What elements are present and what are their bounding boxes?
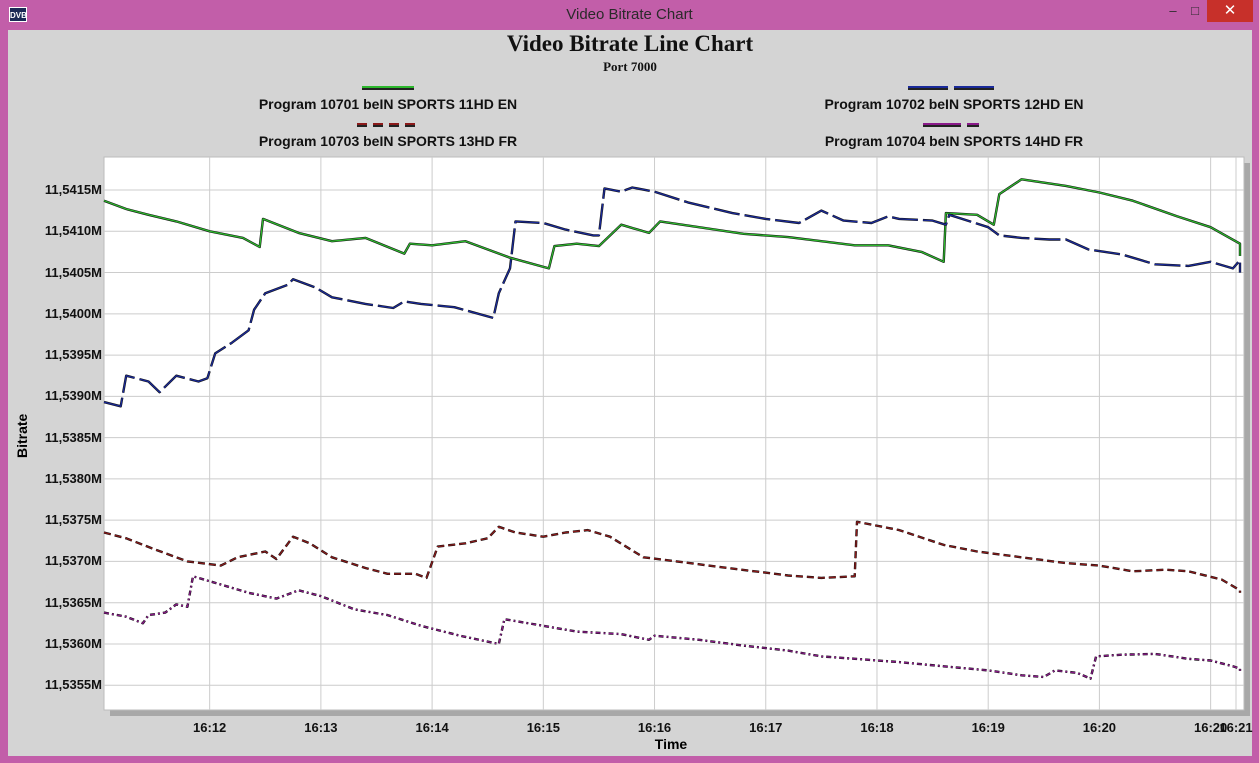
y-tick-label: 11,5400M <box>44 305 102 321</box>
y-tick-label: 11,5380M <box>44 470 102 486</box>
y-tick-label: 11,5365M <box>44 594 102 610</box>
window-titlebar[interactable]: DVB Video Bitrate Chart – □ ✕ <box>0 0 1259 30</box>
y-tick-label: 11,5360M <box>44 635 102 651</box>
y-tick-label: 11,5405M <box>44 264 102 280</box>
series-line <box>103 178 1241 270</box>
x-tick-label: 16:12 <box>193 720 227 735</box>
chart-title: Video Bitrate Line Chart <box>506 31 754 56</box>
legend-swatch-10704 <box>923 123 985 127</box>
legend-item-10702[interactable]: Program 10702 beIN SPORTS 12HD EN <box>694 85 1214 112</box>
legend-item-10701[interactable]: Program 10701 beIN SPORTS 11HD EN <box>128 85 648 112</box>
y-tick-label: 11,5415M <box>44 182 102 197</box>
legend-label-10703: Program 10703 beIN SPORTS 13HD FR <box>258 133 518 149</box>
series-line <box>103 186 1241 407</box>
maximize-button[interactable]: □ <box>1191 3 1199 18</box>
legend-swatch-10701 <box>362 86 414 90</box>
x-axis-label: Time <box>654 736 688 752</box>
x-tick-label: 16:21 <box>1219 720 1253 735</box>
x-tick-label: 16:20 <box>1194 720 1228 735</box>
x-tick-label: 16:14 <box>415 720 449 735</box>
series-line <box>103 575 1241 680</box>
legend-swatch-10703 <box>357 123 419 127</box>
series-line <box>103 521 1241 593</box>
y-tick-label: 11,5395M <box>44 347 102 363</box>
legend-item-10703[interactable]: Program 10703 beIN SPORTS 13HD FR <box>128 122 648 149</box>
chart-area: Video Bitrate Line Chart Port 7000 Progr… <box>8 30 1253 756</box>
x-tick-label: 16:15 <box>526 720 560 735</box>
plot-svg[interactable] <box>8 30 1252 756</box>
y-tick-label: 11,5390M <box>44 388 102 404</box>
window-title: Video Bitrate Chart <box>566 6 693 23</box>
y-tick-label: 11,5410M <box>44 223 102 239</box>
legend-swatch-10702 <box>908 86 1000 90</box>
legend-label-10701: Program 10701 beIN SPORTS 11HD EN <box>258 96 518 112</box>
x-tick-label: 16:17 <box>749 720 783 735</box>
x-tick-label: 16:16 <box>637 720 672 735</box>
y-tick-label: 11,5370M <box>44 553 102 569</box>
y-tick-label: 11,5355M <box>44 677 102 693</box>
legend-label-10702: Program 10702 beIN SPORTS 12HD EN <box>824 96 1084 112</box>
y-tick-label: 11,5375M <box>44 512 102 528</box>
x-tick-label: 16:20 <box>1082 720 1117 735</box>
close-button[interactable]: ✕ <box>1207 0 1253 22</box>
plot-background <box>103 156 1245 711</box>
legend-item-10704[interactable]: Program 10704 beIN SPORTS 14HD FR <box>694 122 1214 149</box>
x-tick-label: 16:18 <box>860 720 894 735</box>
chart-subtitle: Port 7000 <box>603 59 657 74</box>
minimize-button[interactable]: – <box>1169 3 1177 18</box>
y-tick-label: 11,5385M <box>44 429 102 445</box>
app-icon[interactable]: DVB <box>9 7 27 22</box>
legend-label-10704: Program 10704 beIN SPORTS 14HD FR <box>824 133 1084 149</box>
x-tick-label: 16:19 <box>971 720 1005 735</box>
x-tick-label: 16:13 <box>304 720 338 735</box>
